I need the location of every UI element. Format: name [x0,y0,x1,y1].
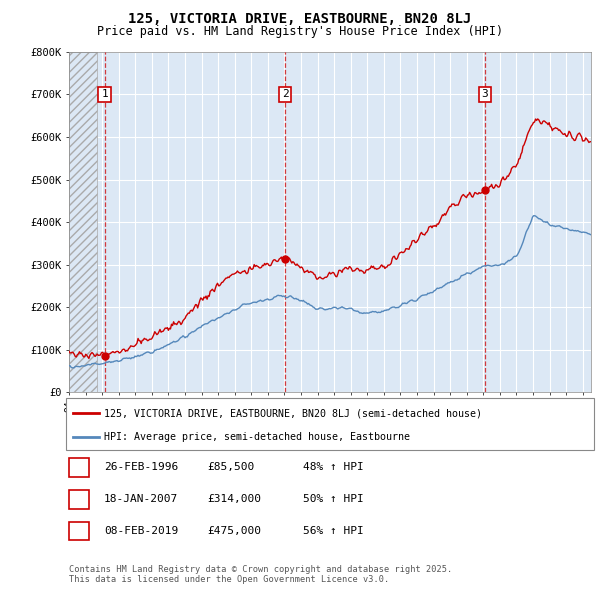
Text: 48% ↑ HPI: 48% ↑ HPI [303,463,364,472]
Text: 125, VICTORIA DRIVE, EASTBOURNE, BN20 8LJ (semi-detached house): 125, VICTORIA DRIVE, EASTBOURNE, BN20 8L… [104,408,482,418]
Text: 2: 2 [76,494,83,504]
Text: 56% ↑ HPI: 56% ↑ HPI [303,526,364,536]
Text: £314,000: £314,000 [207,494,261,504]
Bar [69,52,97,392]
Text: 50% ↑ HPI: 50% ↑ HPI [303,494,364,504]
Text: £85,500: £85,500 [207,463,254,472]
Text: 125, VICTORIA DRIVE, EASTBOURNE, BN20 8LJ: 125, VICTORIA DRIVE, EASTBOURNE, BN20 8L… [128,12,472,26]
Text: 18-JAN-2007: 18-JAN-2007 [104,494,178,504]
Text: 2: 2 [282,90,289,100]
Text: £475,000: £475,000 [207,526,261,536]
Text: 08-FEB-2019: 08-FEB-2019 [104,526,178,536]
Text: 1: 1 [101,90,108,100]
Text: HPI: Average price, semi-detached house, Eastbourne: HPI: Average price, semi-detached house,… [104,432,410,441]
Bar [69,52,97,392]
Text: Contains HM Land Registry data © Crown copyright and database right 2025.
This d: Contains HM Land Registry data © Crown c… [69,565,452,584]
Text: Price paid vs. HM Land Registry's House Price Index (HPI): Price paid vs. HM Land Registry's House … [97,25,503,38]
Text: 3: 3 [76,526,83,536]
Text: 26-FEB-1996: 26-FEB-1996 [104,463,178,472]
Text: 1: 1 [76,463,83,472]
Text: 3: 3 [482,90,488,100]
